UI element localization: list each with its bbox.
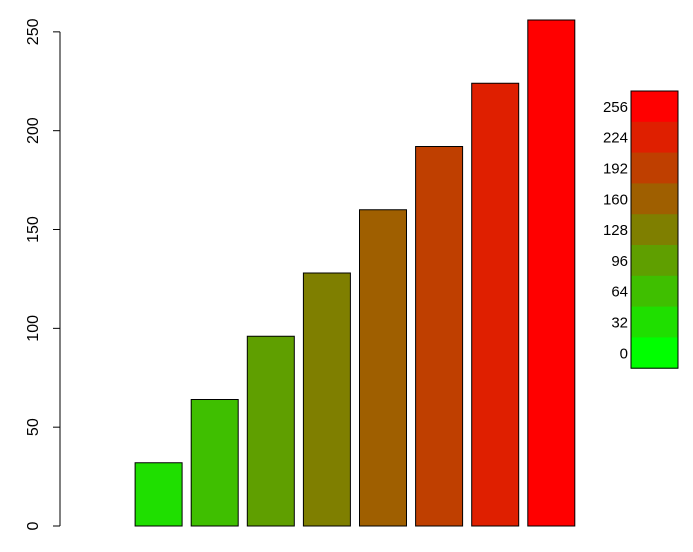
bar xyxy=(415,146,464,527)
legend-border xyxy=(630,90,679,369)
legend-label: 32 xyxy=(611,315,628,332)
bar xyxy=(527,19,576,527)
legend-swatch xyxy=(631,337,678,369)
legend-swatch xyxy=(631,152,678,184)
legend-label: 0 xyxy=(620,345,628,362)
bar xyxy=(246,335,295,527)
legend-swatch xyxy=(631,91,678,123)
legend-label: 160 xyxy=(603,191,628,208)
legend-swatch xyxy=(631,183,678,215)
y-tick-label: 100 xyxy=(25,315,42,342)
legend-label: 256 xyxy=(603,99,628,116)
bar xyxy=(471,82,520,527)
bar xyxy=(134,462,183,527)
y-tick-label: 150 xyxy=(25,216,42,243)
color-legend: 256 224 192 160 128 96 64 32 0 xyxy=(603,90,679,369)
bar xyxy=(359,209,407,527)
legend-label: 64 xyxy=(611,284,628,301)
legend-label: 128 xyxy=(603,222,628,239)
legend-label: 96 xyxy=(611,253,628,270)
bar xyxy=(190,399,239,527)
y-axis: 0 50 100 150 200 250 xyxy=(25,18,61,530)
bar xyxy=(302,272,351,527)
legend-label: 192 xyxy=(603,161,628,178)
y-tick-label: 0 xyxy=(25,521,42,530)
legend-label: 224 xyxy=(603,130,628,147)
y-tick-label: 250 xyxy=(25,18,42,45)
legend-swatch xyxy=(631,306,678,338)
legend-swatch xyxy=(631,214,678,246)
bars xyxy=(134,19,576,527)
y-tick-label: 200 xyxy=(25,117,42,144)
legend-swatch xyxy=(631,121,678,154)
legend-swatch xyxy=(631,275,678,308)
y-tick-label: 50 xyxy=(25,418,42,436)
legend-swatch xyxy=(631,245,678,277)
